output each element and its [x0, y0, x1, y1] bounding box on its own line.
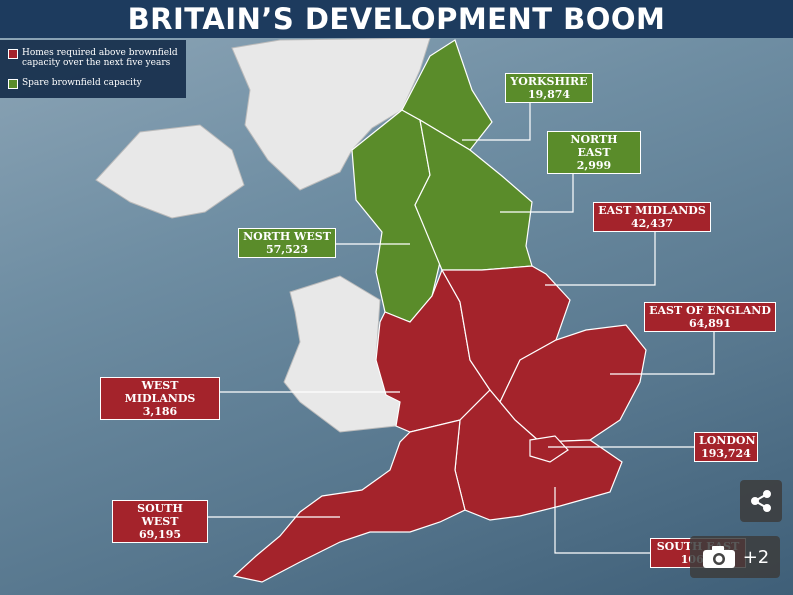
region-name: NORTH WEST: [243, 230, 331, 243]
region-label: NORTH WEST 57,523: [238, 228, 336, 258]
legend-swatch: [8, 79, 18, 89]
region-name: WEST MIDLANDS: [124, 379, 196, 405]
region-label: EAST MIDLANDS 42,437: [593, 202, 711, 232]
photo-gallery-button[interactable]: +2: [690, 536, 780, 578]
region-name: NORTH EAST: [570, 133, 618, 159]
region-value: 3,186: [142, 405, 178, 418]
legend-item: Homes required above brownfield capacity…: [8, 48, 182, 68]
region-value: 2,999: [576, 159, 612, 172]
london-region: [529, 435, 569, 463]
region-value: 64,891: [688, 317, 732, 330]
region-value: 57,523: [265, 243, 309, 256]
camera-icon: [702, 546, 735, 568]
region-value: 69,195: [138, 528, 182, 541]
region-name: YORKSHIRE: [510, 75, 588, 88]
region-name: EAST OF ENGLAND: [649, 304, 771, 317]
legend-label: Homes required above brownfield capacity…: [22, 48, 178, 68]
share-button[interactable]: [740, 480, 782, 522]
northern-ireland: [95, 124, 245, 219]
photo-count: +2: [742, 546, 770, 568]
legend: Homes required above brownfield capacity…: [0, 40, 186, 98]
region-name: EAST MIDLANDS: [598, 204, 706, 217]
region-label: YORKSHIRE 19,874: [505, 73, 593, 103]
region-value: 19,874: [527, 88, 571, 101]
legend-item: Spare brownfield capacity: [8, 78, 142, 89]
legend-label: Spare brownfield capacity: [22, 78, 142, 88]
south-west-region: [232, 419, 466, 583]
region-name: SOUTH WEST: [137, 502, 183, 528]
region-label: WEST MIDLANDS 3,186: [100, 377, 220, 420]
legend-swatch: [8, 49, 18, 59]
region-label: SOUTH WEST 69,195: [112, 500, 208, 543]
region-label: EAST OF ENGLAND 64,891: [644, 302, 776, 332]
share-icon: [751, 490, 771, 512]
region-label: NORTH EAST 2,999: [547, 131, 641, 174]
title: BRITAIN’S DEVELOPMENT BOOM: [127, 2, 666, 36]
region-label: LONDON 193,724: [694, 432, 758, 462]
title-bar: BRITAIN’S DEVELOPMENT BOOM: [0, 0, 793, 38]
region-value: 42,437: [630, 217, 674, 230]
leader-lines: [208, 103, 715, 554]
region-value: 193,724: [701, 447, 751, 460]
region-name: LONDON: [699, 434, 756, 447]
